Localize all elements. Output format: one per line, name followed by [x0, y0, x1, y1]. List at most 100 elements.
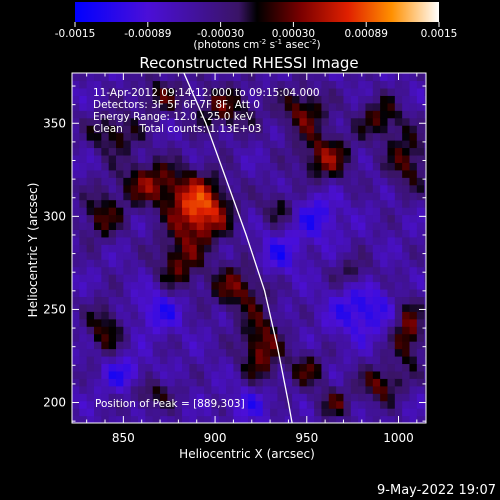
- heatmap-cell: [196, 274, 205, 283]
- heatmap-cell: [138, 408, 146, 417]
- heatmap-cell: [108, 355, 117, 365]
- heatmap-cell: [182, 80, 190, 89]
- heatmap-cell: [380, 415, 389, 423]
- heatmap-cell: [94, 288, 102, 298]
- heatmap-cell: [248, 73, 257, 82]
- heatmap-cell: [328, 296, 337, 305]
- heatmap-cell: [204, 341, 212, 350]
- heatmap-cell: [204, 132, 212, 141]
- heatmap-cell: [160, 192, 168, 201]
- heatmap-cell: [336, 214, 345, 223]
- heatmap-cell: [94, 154, 102, 163]
- heatmap-cell: [240, 296, 249, 305]
- heatmap-cell: [108, 80, 117, 89]
- heatmap-cell: [248, 378, 257, 387]
- heatmap-cell: [123, 236, 132, 245]
- heatmap-cell: [262, 110, 271, 119]
- heatmap-cell: [86, 341, 95, 350]
- heatmap-cell: [270, 162, 279, 171]
- heatmap-cell: [174, 288, 183, 298]
- heatmap-cell: [336, 259, 345, 268]
- heatmap-cell: [336, 169, 345, 178]
- heatmap-cell: [72, 244, 80, 253]
- heatmap-cell: [394, 229, 403, 238]
- heatmap-cell: [152, 363, 161, 372]
- heatmap-cell: [328, 207, 337, 216]
- heatmap-cell: [248, 162, 257, 171]
- heatmap-cell: [299, 251, 308, 260]
- plot-frame: [71, 72, 427, 424]
- heatmap-cell: [101, 281, 110, 290]
- heatmap-cell: [336, 415, 345, 423]
- heatmap-cell: [86, 259, 95, 268]
- heatmap-cell: [321, 303, 330, 312]
- heatmap-cell: [292, 378, 301, 387]
- heatmap-cell: [240, 341, 249, 350]
- heatmap-cell: [152, 288, 161, 298]
- heatmap-cell: [270, 296, 279, 305]
- heatmap-cell: [160, 259, 168, 268]
- heatmap-cell: [292, 400, 301, 409]
- heatmap-cell: [152, 147, 161, 156]
- heatmap-cell: [108, 393, 117, 402]
- heatmap-cell: [108, 341, 117, 350]
- heatmap-cell: [416, 221, 425, 230]
- heatmap-cell: [233, 318, 242, 327]
- heatmap-cell: [416, 177, 425, 186]
- heatmap-cell: [189, 393, 198, 402]
- heatmap-cell: [108, 274, 117, 283]
- heatmap-cell: [72, 296, 80, 305]
- heatmap-cell: [328, 117, 337, 126]
- heatmap-cell: [218, 393, 227, 402]
- heatmap-cell: [94, 80, 102, 89]
- heatmap-cell: [226, 348, 235, 357]
- heatmap-cell: [284, 214, 293, 223]
- heatmap-cell: [328, 311, 337, 320]
- heatmap-cell: [314, 311, 323, 320]
- heatmap-cell: [387, 229, 396, 238]
- heatmap-cell: [101, 236, 110, 245]
- heatmap-cell: [116, 296, 124, 305]
- heatmap-cell: [416, 378, 425, 387]
- heatmap-cell: [380, 370, 389, 379]
- heatmap-cell: [218, 318, 227, 327]
- heatmap-cell: [233, 184, 242, 193]
- heatmap-cell: [174, 236, 183, 245]
- heatmap-cell: [196, 326, 205, 335]
- heatmap-cell: [299, 102, 308, 111]
- heatmap-cell: [343, 355, 352, 365]
- heatmap-cell: [402, 117, 411, 126]
- heatmap-cell: [314, 162, 323, 171]
- heatmap-cell: [394, 259, 403, 268]
- heatmap-cell: [233, 408, 242, 417]
- heatmap-cell: [284, 288, 293, 298]
- heatmap-cell: [79, 236, 88, 245]
- heatmap-cell: [424, 370, 426, 379]
- heatmap-cell: [123, 125, 132, 134]
- colorbar-tick-label: -0.00030: [197, 28, 244, 40]
- heatmap-cell: [292, 244, 301, 253]
- heatmap-cell: [255, 80, 264, 89]
- heatmap-cell: [284, 408, 293, 417]
- heatmap-cell: [284, 303, 293, 312]
- heatmap-cell: [101, 140, 110, 149]
- heatmap-cell: [108, 296, 117, 305]
- heatmap-cell: [402, 125, 411, 134]
- heatmap-cell: [138, 147, 146, 156]
- heatmap-cell: [314, 378, 323, 387]
- heatmap-cell: [204, 244, 212, 253]
- heatmap-cell: [123, 117, 132, 126]
- heatmap-cell: [306, 244, 315, 253]
- heatmap-cell: [138, 333, 146, 342]
- heatmap-cell: [255, 266, 264, 275]
- heatmap-cell: [284, 199, 293, 208]
- heatmap-cell: [240, 184, 249, 193]
- heatmap-cell: [160, 341, 168, 350]
- heatmap-cell: [138, 177, 146, 186]
- heatmap-cell: [152, 236, 161, 245]
- heatmap-cell: [123, 147, 132, 156]
- heatmap-cell: [336, 125, 345, 134]
- heatmap-cell: [145, 199, 154, 208]
- heatmap-cell: [116, 192, 124, 201]
